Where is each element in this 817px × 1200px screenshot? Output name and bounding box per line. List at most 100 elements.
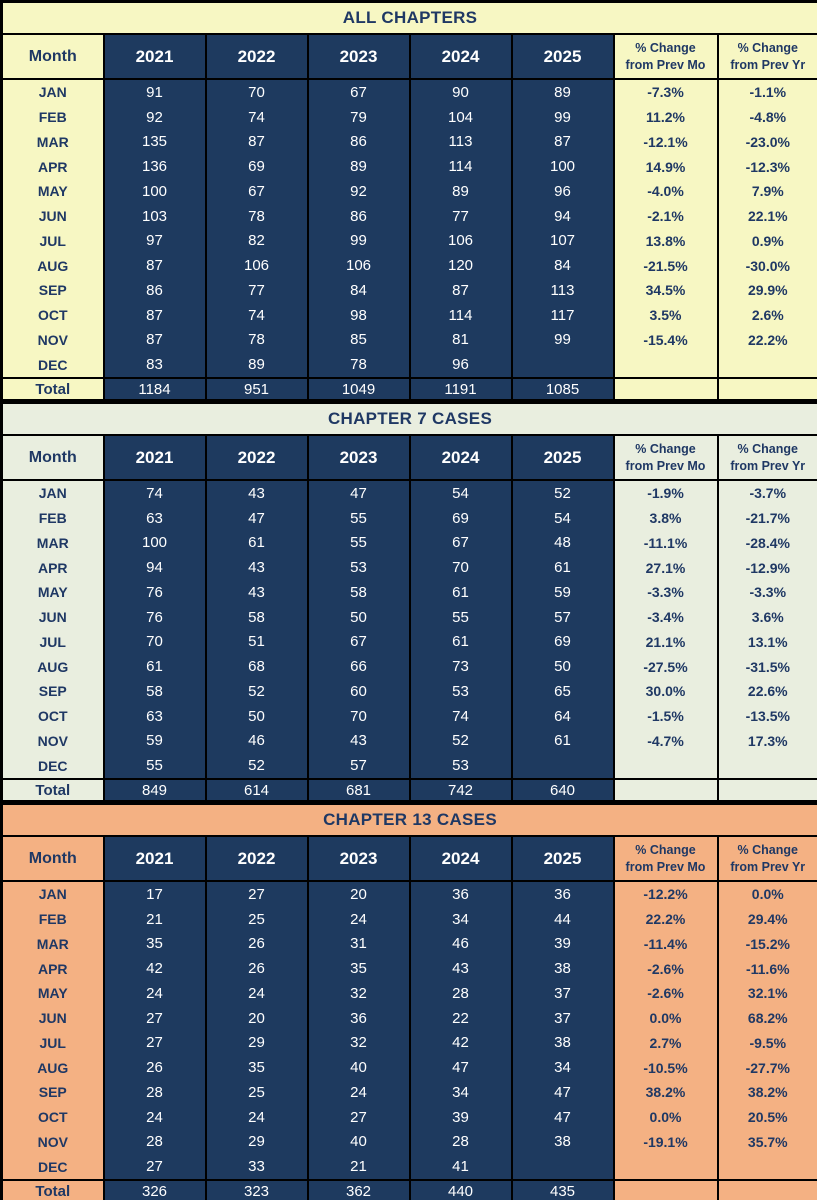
table-row: JUL 70 51 67 61 69 21.1% 13.1% bbox=[0, 629, 817, 655]
total-pct-prev-mo-cell bbox=[612, 1179, 719, 1200]
value-cell: 63 bbox=[102, 505, 207, 531]
pct-change-prev-mo-header: % Change from Prev Mo bbox=[612, 836, 719, 882]
pct-prev-mo-cell: 0.0% bbox=[612, 1005, 719, 1031]
total-value: 849 bbox=[102, 778, 207, 802]
value-cell: 64 bbox=[510, 703, 615, 729]
value-cell: 99 bbox=[306, 228, 411, 254]
year-column-header: 2023 bbox=[306, 836, 411, 882]
value-cell: 35 bbox=[306, 956, 411, 981]
table-header-row: Month 2021 2022 2023 2024 2025 % Change … bbox=[0, 435, 817, 481]
value-cell: 92 bbox=[102, 104, 207, 130]
value-cell: 53 bbox=[408, 679, 513, 704]
value-cell: 42 bbox=[102, 956, 207, 981]
pct-prev-mo-cell: -11.4% bbox=[612, 931, 719, 957]
value-cell: 34 bbox=[408, 906, 513, 932]
value-cell: 27 bbox=[306, 1104, 411, 1130]
table-title: CHAPTER 7 CASES bbox=[0, 402, 817, 436]
value-cell: 87 bbox=[204, 129, 309, 155]
pct-prev-yr-cell bbox=[716, 352, 817, 378]
pct-prev-yr-cell: 35.7% bbox=[716, 1129, 817, 1155]
pct-prev-yr-cell: -12.3% bbox=[716, 154, 817, 179]
value-cell: 17 bbox=[102, 881, 207, 907]
month-cell: AUG bbox=[0, 654, 105, 679]
value-cell: 26 bbox=[102, 1055, 207, 1080]
pct-prev-mo-cell: 30.0% bbox=[612, 679, 719, 704]
pct-header-line: from Prev Mo bbox=[625, 458, 706, 473]
cases-table: CHAPTER 7 CASES Month 2021 2022 2023 202… bbox=[0, 401, 817, 803]
pct-header-line: from Prev Yr bbox=[730, 859, 806, 874]
pct-prev-mo-cell: 14.9% bbox=[612, 154, 719, 179]
month-cell: JAN bbox=[0, 79, 105, 105]
year-column-header: 2022 bbox=[204, 836, 309, 882]
pct-header-line: % Change bbox=[635, 842, 696, 857]
value-cell: 98 bbox=[306, 302, 411, 328]
table-title-row: CHAPTER 13 CASES bbox=[0, 803, 817, 837]
value-cell: 87 bbox=[102, 327, 207, 353]
value-cell: 57 bbox=[510, 604, 615, 630]
value-cell: 86 bbox=[306, 203, 411, 229]
value-cell: 26 bbox=[204, 931, 309, 957]
table-row: JUN 76 58 50 55 57 -3.4% 3.6% bbox=[0, 604, 817, 630]
value-cell: 70 bbox=[204, 79, 309, 105]
pct-prev-yr-cell: 20.5% bbox=[716, 1104, 817, 1130]
table-row: JUN 27 20 36 22 37 0.0% 68.2% bbox=[0, 1005, 817, 1031]
pct-prev-mo-cell: -21.5% bbox=[612, 253, 719, 278]
total-value: 362 bbox=[306, 1179, 411, 1200]
value-cell: 50 bbox=[204, 703, 309, 729]
table-row: JUL 97 82 99 106 107 13.8% 0.9% bbox=[0, 228, 817, 254]
value-cell: 67 bbox=[408, 530, 513, 556]
month-cell: MAR bbox=[0, 931, 105, 957]
value-cell: 87 bbox=[510, 129, 615, 155]
month-cell: JUN bbox=[0, 203, 105, 229]
pct-change-prev-yr-header: % Change from Prev Yr bbox=[716, 836, 817, 882]
table-title: CHAPTER 13 CASES bbox=[0, 803, 817, 837]
value-cell: 58 bbox=[102, 679, 207, 704]
value-cell: 59 bbox=[510, 580, 615, 605]
month-cell: DEC bbox=[0, 753, 105, 779]
value-cell: 78 bbox=[204, 203, 309, 229]
pct-prev-mo-cell: -3.3% bbox=[612, 580, 719, 605]
cases-table: CHAPTER 13 CASES Month 2021 2022 2023 20… bbox=[0, 802, 817, 1200]
value-cell: 24 bbox=[306, 1080, 411, 1105]
total-value: 323 bbox=[204, 1179, 309, 1200]
value-cell: 21 bbox=[102, 906, 207, 932]
total-pct-prev-yr-cell bbox=[716, 377, 817, 401]
month-cell: OCT bbox=[0, 1104, 105, 1130]
month-cell: NOV bbox=[0, 728, 105, 754]
pct-prev-mo-cell: -7.3% bbox=[612, 79, 719, 105]
value-cell: 83 bbox=[102, 352, 207, 378]
value-cell: 39 bbox=[510, 931, 615, 957]
table-row: MAR 135 87 86 113 87 -12.1% -23.0% bbox=[0, 129, 817, 155]
value-cell: 58 bbox=[204, 604, 309, 630]
month-cell: FEB bbox=[0, 505, 105, 531]
value-cell: 39 bbox=[408, 1104, 513, 1130]
pct-prev-yr-cell bbox=[716, 753, 817, 779]
value-cell: 113 bbox=[510, 278, 615, 303]
value-cell: 68 bbox=[204, 654, 309, 679]
value-cell: 26 bbox=[204, 956, 309, 981]
month-column-header: Month bbox=[0, 34, 105, 80]
pct-prev-mo-cell: -4.7% bbox=[612, 728, 719, 754]
pct-prev-yr-cell: 13.1% bbox=[716, 629, 817, 655]
value-cell: 67 bbox=[204, 179, 309, 204]
table-row: NOV 59 46 43 52 61 -4.7% 17.3% bbox=[0, 728, 817, 754]
value-cell: 55 bbox=[306, 505, 411, 531]
value-cell: 94 bbox=[102, 555, 207, 580]
total-pct-prev-mo-cell bbox=[612, 377, 719, 401]
pct-prev-yr-cell: 22.6% bbox=[716, 679, 817, 704]
month-cell: SEP bbox=[0, 679, 105, 704]
table-row: JAN 17 27 20 36 36 -12.2% 0.0% bbox=[0, 881, 817, 907]
value-cell: 43 bbox=[408, 956, 513, 981]
value-cell: 53 bbox=[306, 555, 411, 580]
month-cell: DEC bbox=[0, 352, 105, 378]
month-cell: DEC bbox=[0, 1154, 105, 1180]
table-row: FEB 92 74 79 104 99 11.2% -4.8% bbox=[0, 104, 817, 130]
value-cell bbox=[510, 1154, 615, 1180]
total-value: 435 bbox=[510, 1179, 615, 1200]
value-cell: 74 bbox=[204, 302, 309, 328]
cases-table: ALL CHAPTERS Month 2021 2022 2023 2024 2… bbox=[0, 0, 817, 402]
value-cell: 46 bbox=[408, 931, 513, 957]
value-cell: 21 bbox=[306, 1154, 411, 1180]
value-cell: 41 bbox=[408, 1154, 513, 1180]
year-column-header: 2023 bbox=[306, 435, 411, 481]
